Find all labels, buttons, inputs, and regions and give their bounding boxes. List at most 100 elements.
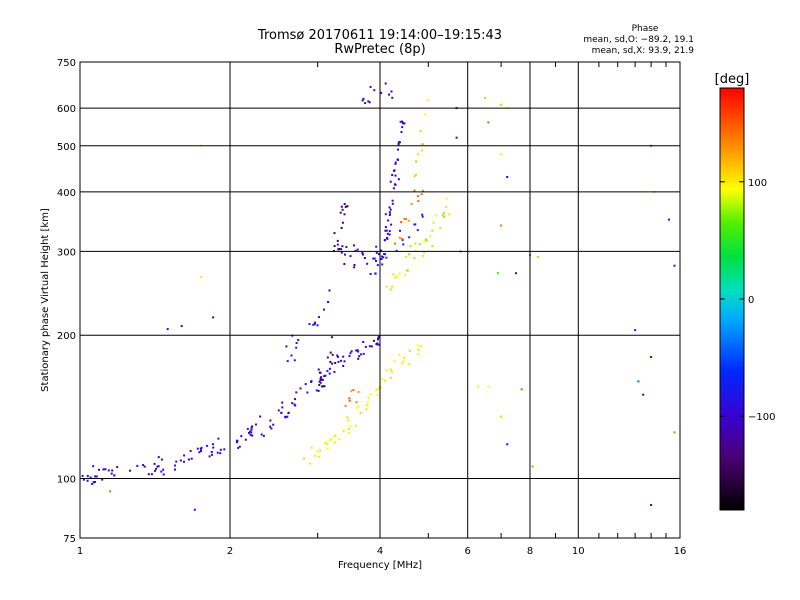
- data-point-346: [398, 353, 401, 356]
- data-point-212: [383, 239, 386, 241]
- data-point-288: [362, 97, 365, 100]
- data-point-83: [281, 401, 284, 404]
- data-point-446: [667, 218, 670, 221]
- data-point-159: [308, 323, 311, 325]
- data-point-167: [328, 289, 331, 292]
- data-point-286: [364, 102, 367, 105]
- data-point-416: [424, 113, 427, 116]
- data-point-131: [349, 352, 352, 355]
- data-point-61: [206, 444, 209, 447]
- y-tick-label-750: 750: [57, 58, 76, 69]
- data-point-102: [317, 389, 320, 392]
- data-point-84: [295, 391, 298, 394]
- data-point-306: [326, 447, 329, 450]
- data-point-289: [369, 86, 372, 88]
- data-point-156: [295, 346, 298, 349]
- data-point-411: [415, 173, 417, 176]
- data-point-309: [330, 438, 333, 441]
- data-point-295: [390, 90, 393, 93]
- data-point-73: [249, 430, 252, 433]
- data-point-384: [431, 245, 434, 248]
- data-point-67: [240, 435, 243, 438]
- data-point-405: [417, 200, 420, 203]
- data-point-307: [338, 438, 341, 441]
- data-point-56: [200, 450, 202, 452]
- data-point-121: [331, 362, 334, 365]
- data-point-412: [421, 149, 424, 152]
- data-point-158: [297, 339, 300, 342]
- data-point-414: [421, 143, 424, 146]
- data-point-234: [397, 178, 400, 181]
- data-point-279: [395, 249, 398, 252]
- data-point-78: [249, 433, 252, 436]
- data-point-46: [223, 448, 226, 451]
- data-point-293: [384, 82, 387, 85]
- data-point-9: [82, 478, 85, 481]
- data-point-44: [200, 446, 203, 449]
- data-point-429: [506, 176, 509, 178]
- data-point-450: [650, 356, 653, 358]
- data-point-101: [270, 427, 273, 430]
- data-point-24: [142, 464, 145, 466]
- data-point-79: [236, 439, 238, 442]
- data-point-267: [341, 208, 344, 211]
- data-point-439: [531, 465, 534, 468]
- data-point-88: [291, 402, 294, 405]
- data-point-135: [359, 353, 362, 356]
- data-point-362: [389, 288, 392, 291]
- data-point-361: [392, 273, 395, 276]
- plot-frame: [79, 61, 681, 539]
- data-point-75: [260, 433, 263, 436]
- data-point-341: [389, 376, 392, 379]
- data-point-153: [293, 359, 296, 362]
- data-point-18: [89, 476, 92, 479]
- data-point-430: [497, 272, 499, 275]
- data-point-360: [352, 389, 355, 391]
- data-point-263: [343, 203, 346, 206]
- phase-stats-title: Phase: [632, 24, 659, 34]
- data-point-138: [373, 339, 375, 342]
- data-point-392: [448, 213, 451, 216]
- data-point-47: [212, 443, 214, 446]
- data-point-297: [388, 93, 390, 96]
- data-point-342: [385, 369, 388, 372]
- data-point-447: [673, 264, 676, 267]
- data-point-294: [373, 89, 376, 92]
- data-point-332: [365, 404, 368, 406]
- data-point-375: [406, 269, 409, 272]
- data-point-247: [401, 120, 404, 123]
- data-point-237: [394, 174, 397, 177]
- data-point-6: [95, 475, 98, 478]
- data-point-413: [426, 99, 429, 102]
- data-point-150: [377, 338, 379, 341]
- data-point-164: [318, 316, 320, 319]
- data-point-5: [93, 481, 96, 483]
- data-point-262: [346, 205, 349, 208]
- x-tick-label-8: 8: [527, 546, 533, 557]
- data-point-107: [306, 391, 309, 394]
- data-point-209: [386, 232, 389, 235]
- data-point-14: [86, 479, 89, 482]
- data-point-365: [394, 276, 397, 279]
- data-point-376: [423, 240, 426, 243]
- grid-layer: [80, 62, 680, 538]
- data-point-161: [312, 323, 315, 326]
- data-point-304: [316, 450, 319, 453]
- data-point-438: [506, 443, 509, 446]
- data-point-230: [393, 169, 396, 172]
- data-point-437: [500, 415, 503, 418]
- data-point-214: [382, 256, 385, 259]
- data-point-399: [403, 217, 406, 220]
- x-axis: 1 2 4 6 8 10 16: [77, 546, 687, 557]
- y-tick-label-75: 75: [63, 534, 76, 545]
- data-point-449: [650, 504, 653, 506]
- data-point-74: [244, 438, 247, 441]
- data-point-129: [357, 357, 360, 360]
- data-point-270: [372, 257, 375, 260]
- data-point-357: [344, 404, 347, 407]
- data-point-291: [368, 101, 371, 104]
- data-point-408: [413, 175, 416, 178]
- data-point-259: [339, 211, 342, 214]
- data-point-169: [320, 376, 323, 379]
- data-point-287: [361, 99, 364, 102]
